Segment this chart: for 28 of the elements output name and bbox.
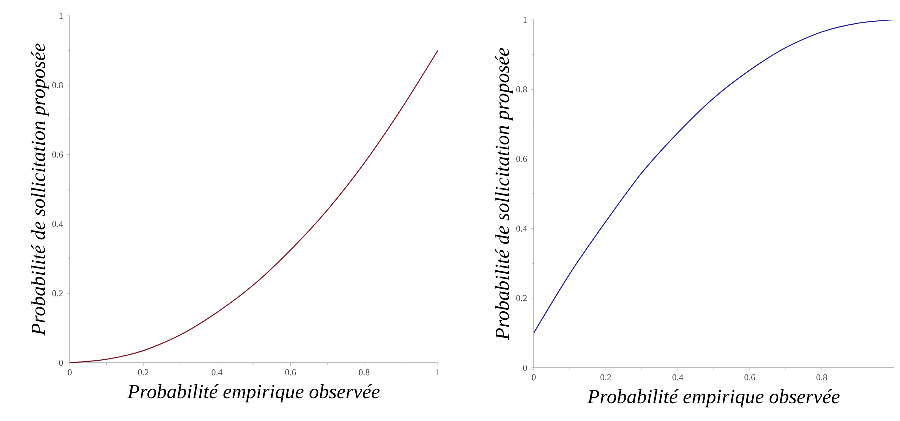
line-series — [534, 20, 894, 334]
x-axis-title: Probabilité empirique observée — [128, 384, 380, 403]
y-tick-label: 0.2 — [52, 290, 63, 297]
y-tick-label: 0.2 — [516, 295, 527, 302]
x-axis-title: Probabilité empirique observée — [588, 390, 840, 408]
x-tick-label: 0.4 — [212, 370, 223, 376]
x-tick-label: 0.2 — [138, 370, 149, 376]
x-tick-label: 0.4 — [672, 374, 684, 381]
y-tick-label: 1 — [524, 17, 527, 23]
x-tick-label: 0.6 — [286, 370, 296, 376]
y-tick-label: 0.6 — [516, 156, 528, 162]
y-tick-label: 0.6 — [52, 152, 64, 158]
x-tick-label: 0.6 — [744, 374, 756, 381]
x-tick-label: 1 — [436, 370, 440, 376]
y-tick-label: 1 — [60, 13, 63, 19]
y-axis-title: Probabilité de sollicitation proposée — [31, 44, 50, 336]
x-tick-label: 0 — [532, 374, 536, 381]
x-tick-label: 0.2 — [600, 374, 612, 381]
y-tick-label: 0.8 — [516, 86, 528, 93]
y-tick-label: 0.4 — [516, 226, 528, 232]
x-tick-label: 0 — [68, 370, 72, 376]
y-tick-label: 0 — [59, 360, 64, 366]
y-tick-label: 0.4 — [52, 221, 64, 228]
x-tick-label: 0.8 — [816, 374, 828, 381]
y-tick-label: 0.8 — [52, 82, 64, 88]
x-tick-label: 0.8 — [359, 370, 370, 376]
y-tick-label: 0 — [523, 364, 528, 372]
y-axis-title: Probabilité de sollicitation proposée — [495, 48, 514, 340]
